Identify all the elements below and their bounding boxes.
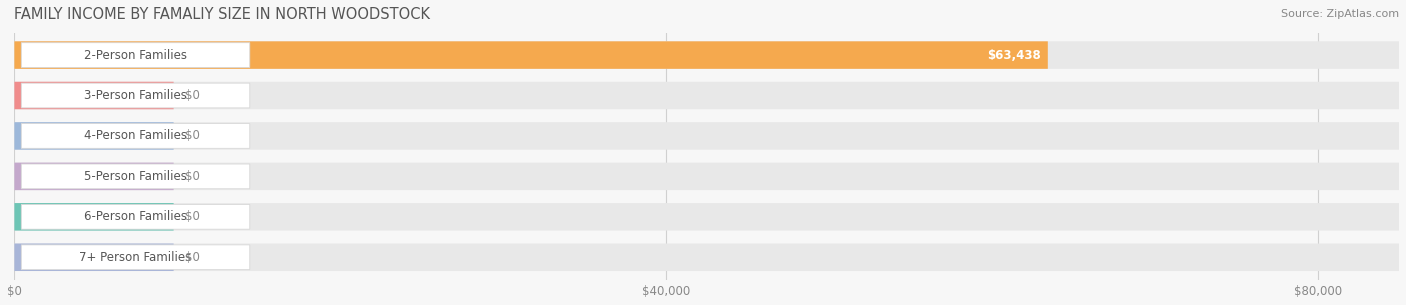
FancyBboxPatch shape [14, 203, 1399, 231]
Text: $0: $0 [184, 251, 200, 264]
Text: 6-Person Families: 6-Person Families [84, 210, 187, 223]
FancyBboxPatch shape [14, 122, 173, 150]
Text: Source: ZipAtlas.com: Source: ZipAtlas.com [1281, 9, 1399, 19]
Text: $0: $0 [184, 210, 200, 223]
Text: $0: $0 [184, 89, 200, 102]
Text: 3-Person Families: 3-Person Families [84, 89, 187, 102]
FancyBboxPatch shape [14, 163, 173, 190]
FancyBboxPatch shape [14, 203, 173, 231]
FancyBboxPatch shape [14, 82, 173, 109]
Text: 4-Person Families: 4-Person Families [84, 129, 187, 142]
Text: 5-Person Families: 5-Person Families [84, 170, 187, 183]
Text: 2-Person Families: 2-Person Families [84, 48, 187, 62]
Text: $0: $0 [184, 170, 200, 183]
FancyBboxPatch shape [21, 245, 250, 270]
FancyBboxPatch shape [21, 164, 250, 189]
FancyBboxPatch shape [21, 83, 250, 108]
FancyBboxPatch shape [14, 163, 1399, 190]
Text: 7+ Person Families: 7+ Person Families [79, 251, 191, 264]
FancyBboxPatch shape [21, 43, 250, 67]
FancyBboxPatch shape [21, 124, 250, 148]
FancyBboxPatch shape [21, 204, 250, 229]
FancyBboxPatch shape [14, 122, 1399, 150]
Text: $63,438: $63,438 [987, 48, 1040, 62]
FancyBboxPatch shape [14, 82, 1399, 109]
FancyBboxPatch shape [14, 243, 1399, 271]
Text: FAMILY INCOME BY FAMALIY SIZE IN NORTH WOODSTOCK: FAMILY INCOME BY FAMALIY SIZE IN NORTH W… [14, 7, 430, 22]
FancyBboxPatch shape [14, 243, 173, 271]
Text: $0: $0 [184, 129, 200, 142]
FancyBboxPatch shape [14, 41, 1047, 69]
FancyBboxPatch shape [14, 41, 1399, 69]
